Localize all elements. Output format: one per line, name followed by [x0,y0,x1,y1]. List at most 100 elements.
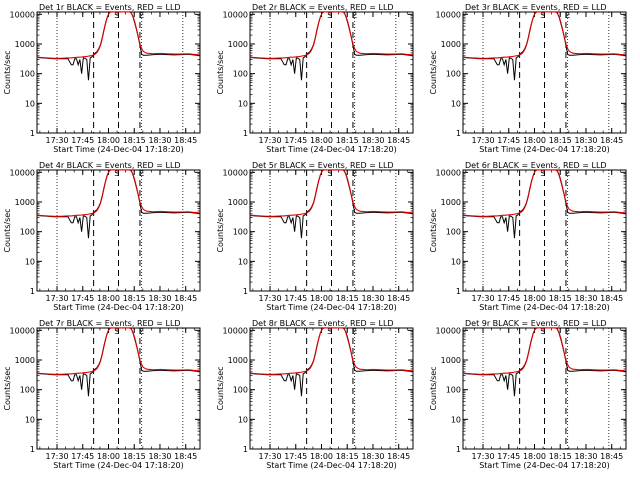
panel-1-marker-e: E [139,11,144,20]
panel-6-series-events [463,170,626,239]
panel-9-ylabel: Counts/sec [429,366,438,410]
panel-2-xtick-label: 17:30 [258,136,281,145]
panel-1-series-events [37,12,200,81]
panel-2-ytick-label: 1 [243,129,248,138]
panel-7-xlabel: Start Time (24-Dec-04 17:18:20) [53,461,184,470]
panel-6-xtick-label: 17:30 [471,294,494,303]
panel-5-ytick-label: 100 [233,228,248,237]
panel-1-ytick-label: 100 [20,70,35,79]
panel-3-ytick-label: 10 [451,99,461,108]
panel-9-series-events [463,328,626,397]
panel-8-ytick-label: 10000 [223,326,248,335]
panel-8-series-lld [250,328,413,375]
panel-5-ytick-label: 1000 [228,198,248,207]
panel-3-marker-s: S [540,11,545,20]
panel-4-ytick-label: 1 [30,287,35,296]
panel-4-series-lld [37,170,200,217]
panel-9-marker-e: E [565,327,570,336]
panel-5-xtick-label: 17:45 [284,294,307,303]
panel-2-xlabel: Start Time (24-Dec-04 17:18:20) [266,145,397,154]
panel-6-marker-e: E [565,169,570,178]
panel-4-marker-s: S [114,169,119,178]
panel-2-ylabel: Counts/sec [216,50,225,94]
panel-4-series-events [37,170,200,239]
panel-7-xtick-label: 18:30 [148,452,171,461]
panel-7-xtick-label: 18:00 [97,452,120,461]
panel-6-ytick-label: 1000 [441,198,461,207]
panel-5-series-events [250,170,413,239]
panel-1-ytick-label: 10000 [10,10,35,19]
panel-5-xtick-label: 18:15 [336,294,359,303]
panel-7-marker-e: E [139,327,144,336]
panel-5-xtick-label: 18:45 [387,294,410,303]
panel-7: Det 7r BLACK = Events, RED = LLD 1 10 100 10… [3,319,201,470]
panel-9-title: Det 9r BLACK = Events, RED = LLD [465,319,607,328]
panel-2-series-events [250,12,413,81]
panel-3-xtick-label: 17:45 [497,136,520,145]
panel-9-marker-s: S [540,327,545,336]
panel-9-xtick-label: 17:45 [497,452,520,461]
panel-2-ytick-label: 10000 [223,10,248,19]
panel-9-ytick-label: 1 [456,445,461,454]
panel-1-xtick-label: 18:45 [174,136,197,145]
panel-8-xlabel: Start Time (24-Dec-04 17:18:20) [266,461,397,470]
panel-5-title: Det 5r BLACK = Events, RED = LLD [252,161,394,170]
panel-6-xtick-label: 18:45 [600,294,623,303]
panel-3: Det 3r BLACK = Events, RED = LLD 1 10 100 10… [429,3,627,154]
panel-2-xtick-label: 18:45 [387,136,410,145]
panel-8: Det 8r BLACK = Events, RED = LLD 1 10 100 10… [216,319,414,470]
panel-7-ylabel: Counts/sec [3,366,12,410]
panel-8-marker-e: E [352,327,357,336]
panel-2-ytick-label: 1000 [228,40,248,49]
panel-8-ytick-label: 100 [233,386,248,395]
panel-9-ytick-label: 10 [451,415,461,424]
panel-7-marker-s: S [114,327,119,336]
panel-5-series-lld [250,170,413,217]
panel-5-xtick-label: 18:30 [361,294,384,303]
panel-8-xtick-label: 17:30 [258,452,281,461]
panel-9-xtick-label: 18:00 [523,452,546,461]
panel-4-xtick-label: 18:15 [123,294,146,303]
panel-7-xtick-label: 17:45 [71,452,94,461]
panel-9-ytick-label: 10000 [436,326,461,335]
panel-1-ytick-label: 1 [30,129,35,138]
panel-1-xlabel: Start Time (24-Dec-04 17:18:20) [53,145,184,154]
panel-2-xtick-label: 18:15 [336,136,359,145]
panel-1-xtick-label: 18:30 [148,136,171,145]
panel-8-xtick-label: 18:00 [310,452,333,461]
panel-9-xlabel: Start Time (24-Dec-04 17:18:20) [479,461,610,470]
panel-4-xtick-label: 18:00 [97,294,120,303]
panel-5-ytick-label: 10000 [223,168,248,177]
panel-8-ylabel: Counts/sec [216,366,225,410]
panel-6: Det 6r BLACK = Events, RED = LLD 1 10 100 10… [429,161,627,312]
panel-8-ytick-label: 1000 [228,356,248,365]
panel-6-ytick-label: 1 [456,287,461,296]
panel-1-series-lld [37,12,200,59]
panel-7-ytick-label: 1 [30,445,35,454]
panel-8-xtick-label: 17:45 [284,452,307,461]
panel-2-marker-e: E [352,11,357,20]
panel-8-ytick-label: 1 [243,445,248,454]
panel-3-ytick-label: 10000 [436,10,461,19]
panel-7-xtick-label: 18:45 [174,452,197,461]
panel-3-xtick-label: 18:00 [523,136,546,145]
panel-3-xtick-label: 18:45 [600,136,623,145]
panel-6-xtick-label: 17:45 [497,294,520,303]
panel-1-title: Det 1r BLACK = Events, RED = LLD [39,3,181,12]
panel-1-ytick-label: 10 [25,99,35,108]
panel-6-series-lld [463,170,626,217]
panel-1: Det 1r BLACK = Events, RED = LLD 1 10 100 10… [3,3,201,154]
panel-3-xtick-label: 17:30 [471,136,494,145]
panel-5-ytick-label: 1 [243,287,248,296]
panel-6-xtick-label: 18:15 [549,294,572,303]
panel-3-xlabel: Start Time (24-Dec-04 17:18:20) [479,145,610,154]
panel-5-marker-e: E [352,169,357,178]
panel-8-title: Det 8r BLACK = Events, RED = LLD [252,319,394,328]
panel-9: Det 9r BLACK = Events, RED = LLD 1 10 100 10… [429,319,627,470]
panel-7-title: Det 7r BLACK = Events, RED = LLD [39,319,181,328]
panel-6-ytick-label: 100 [446,228,461,237]
panel-6-ytick-label: 10000 [436,168,461,177]
panel-6-xlabel: Start Time (24-Dec-04 17:18:20) [479,303,610,312]
panel-3-series-lld [463,12,626,59]
